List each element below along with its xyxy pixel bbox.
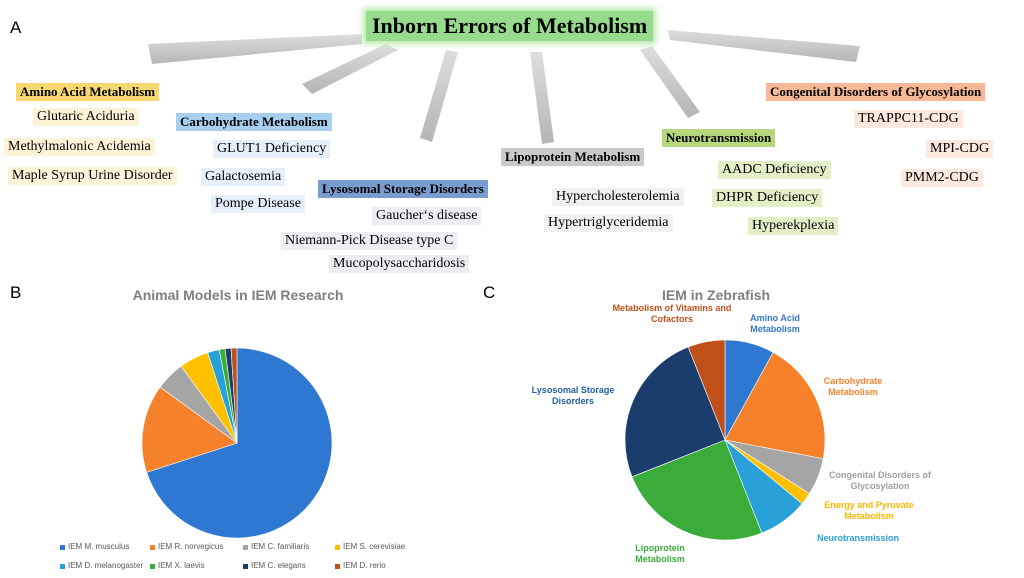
legend-label: IEM S. cerevisiae — [343, 542, 406, 551]
group-item: AADC Deficiency — [718, 161, 831, 179]
legend-label: IEM C. elegans — [251, 561, 306, 570]
pie-slice — [631, 439, 763, 541]
group-title: Amino Acid Metabolism — [16, 83, 160, 101]
group-item: TRAPPC11-CDG — [854, 110, 963, 128]
pie-slice — [724, 351, 826, 460]
group-title: Carbohydrate Metabolism — [176, 113, 332, 131]
pie-slice — [624, 346, 726, 478]
slice-label: Metabolism of Vitamins and Cofactors — [612, 303, 732, 324]
legend-label: IEM X. laevis — [158, 561, 205, 570]
group-title: Lysosomal Storage Disorders — [318, 180, 488, 198]
group-item: DHPR Deficiency — [712, 189, 823, 207]
legend-swatch — [243, 564, 248, 569]
group-item: Galactosemia — [201, 168, 286, 186]
legend-swatch — [150, 545, 155, 550]
group-item: Gaucher‘s disease — [372, 207, 482, 225]
group-item: GLUT1 Deficiency — [213, 140, 331, 158]
group-item: Methylmalonic Acidemia — [4, 138, 155, 156]
legend-label: IEM R. norvegicus — [158, 542, 224, 551]
panel-label: A — [10, 18, 22, 37]
group-item: Hypercholesterolemia — [552, 188, 684, 206]
pie-slice — [687, 339, 726, 441]
group-title: Congenital Disorders of Glycosylation — [766, 83, 986, 101]
chart-title: IEM in Zebrafish — [661, 287, 771, 303]
group-item: Niemann-Pick Disease type C — [281, 232, 458, 250]
panel-label: B — [10, 283, 22, 302]
diagram-title: Inborn Errors of Metabolism — [366, 11, 654, 41]
legend-label: IEM M. musculus — [68, 542, 130, 551]
group-item: Maple Syrup Urine Disorder — [8, 167, 177, 185]
pie-slice — [230, 347, 238, 444]
group-item: Glutaric Aciduria — [33, 108, 139, 126]
slice-label: Carbohydrate Metabolism — [823, 376, 883, 397]
legend-swatch — [335, 545, 340, 550]
legend-label: IEM D. rerio — [343, 561, 386, 570]
legend-swatch — [60, 545, 65, 550]
legend-swatch — [150, 564, 155, 569]
group-item: MPI-CDG — [926, 140, 994, 158]
group-item: Pompe Disease — [211, 195, 305, 213]
group-title: Neurotransmission — [662, 129, 776, 147]
legend-swatch — [60, 564, 65, 569]
legend-label: IEM C. familiaris — [251, 542, 310, 551]
panel-label: C — [483, 283, 496, 302]
slice-label: Energy and Pyruvate Metabolism — [824, 500, 914, 521]
pie-slice — [146, 347, 333, 539]
slice-label: Neurotransmission — [816, 533, 900, 543]
legend-swatch — [335, 564, 340, 569]
legend-label: IEM D. melanogaster — [68, 561, 144, 570]
chart-title: Animal Models in IEM Research — [132, 287, 344, 303]
pie-slice — [141, 386, 238, 473]
slice-label: Congenital Disorders of Glycosylation — [828, 470, 931, 491]
group-item: Hyperekplexia — [748, 217, 839, 235]
group-item: PMM2-CDG — [901, 169, 983, 187]
slice-label: Lipoprotein Metabolism — [635, 543, 685, 564]
group-title: Lipoprotein Metabolism — [501, 148, 645, 166]
legend-swatch — [243, 545, 248, 550]
group-item: Hypertriglyceridemia — [544, 214, 673, 232]
slice-label: Amino Acid Metabolism — [750, 313, 800, 334]
slice-label: Lysosomal Storage Disorders — [531, 385, 615, 406]
group-item: Mucopolysaccharidosis — [329, 255, 470, 273]
rays — [148, 30, 860, 144]
